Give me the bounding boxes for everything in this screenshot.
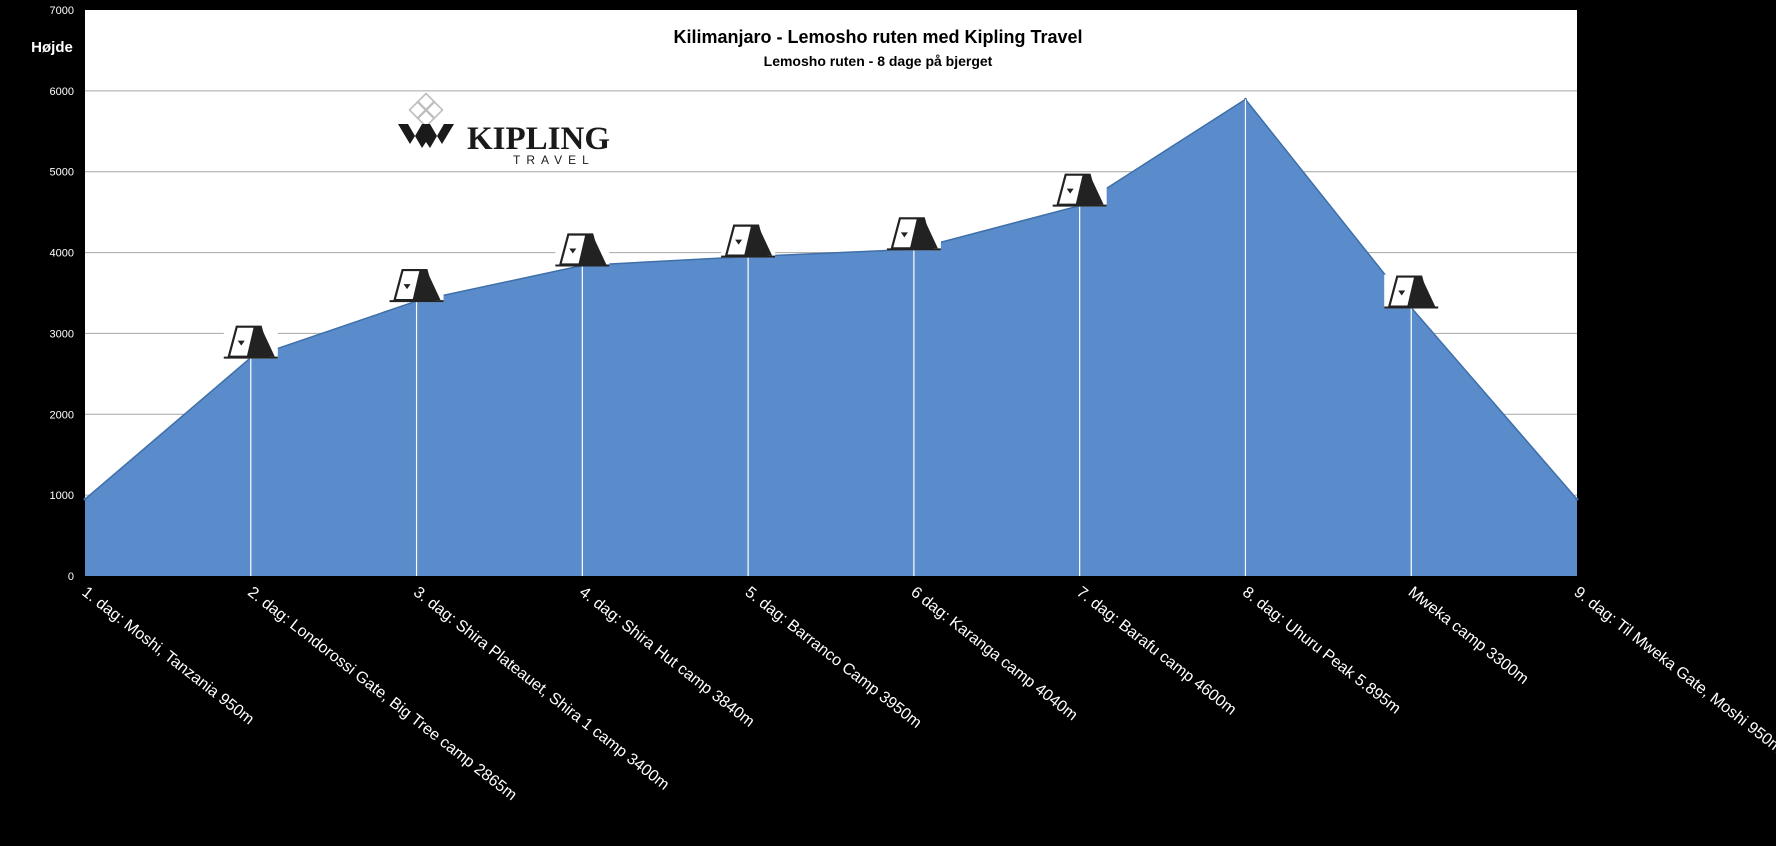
y-tick-label: 7000 (50, 5, 74, 17)
x-category-label: 3. dag: Shira Plateauet, Shira 1 camp 34… (410, 584, 672, 794)
tent-icon (1052, 172, 1107, 207)
x-category-label: 1. dag: Moshi, Tanzania 950m (79, 584, 257, 729)
tent-icon-door (246, 326, 275, 357)
tent-icon (1384, 274, 1439, 309)
y-tick-label: 6000 (50, 86, 74, 98)
tent-icon-door (578, 234, 607, 265)
tent-icon-emblem (403, 284, 411, 290)
tent-icon-emblem (900, 232, 908, 238)
tent-icon (389, 268, 444, 303)
tent-icon-emblem (735, 239, 743, 245)
logo-wordmark: KIPLING (467, 121, 610, 157)
logo-tagline: TRAVEL (513, 153, 595, 167)
y-tick-label: 4000 (50, 248, 74, 260)
kipling-knot-logo-icon (398, 92, 454, 148)
x-category-label: 6 dag: Karanga camp 4040m (907, 584, 1080, 724)
y-tick-label: 3000 (50, 328, 74, 340)
y-tick-label: 1000 (50, 490, 74, 502)
tent-icon (721, 223, 776, 258)
elevation-series-line (84, 98, 1578, 500)
x-category-label: 2. dag: Londorossi Gate, Big Tree camp 2… (244, 584, 519, 804)
y-axis-ticks: 0 1000 2000 3000 4000 5000 6000 7000 (50, 5, 74, 583)
tent-icon-emblem (1066, 188, 1074, 194)
x-category-label: Mweka camp 3300m (1405, 584, 1532, 688)
x-category-label: 7. dag: Barafu camp 4600m (1073, 584, 1239, 719)
elevation-series-area (85, 99, 1577, 577)
tent-icon-door (909, 218, 938, 249)
chart-title: Kilimanjaro - Lemosho ruten med Kipling … (673, 27, 1082, 47)
y-tick-label: 0 (68, 571, 74, 583)
camp-markers (223, 172, 1439, 359)
x-category-label: 9. dag: Til Mweka Gate, Moshi 950m (1571, 584, 1776, 757)
y-tick-label: 5000 (50, 167, 74, 179)
tent-icon-emblem (1398, 290, 1406, 296)
data-point (83, 497, 87, 501)
tent-icon (555, 232, 610, 267)
x-category-label: 4. dag: Shira Hut camp 3840m (576, 584, 757, 731)
x-category-label: 8. dag: Uhuru Peak 5.895m (1239, 584, 1404, 718)
tent-icon-door (412, 270, 441, 301)
tent-icon-door (1407, 276, 1436, 307)
tent-icon-door (744, 225, 773, 256)
y-tick-label: 2000 (50, 409, 74, 421)
data-point (1575, 497, 1579, 501)
tent-icon-door (1075, 174, 1104, 205)
day-divider-lines (250, 99, 1412, 576)
tent-icon (886, 216, 941, 251)
kipling-logo: KIPLING TRAVEL (398, 92, 610, 167)
tent-icon-emblem (237, 340, 245, 346)
y-axis-label: Højde (31, 39, 73, 56)
chart-subtitle: Lemosho ruten - 8 dage på bjerget (764, 53, 993, 69)
x-category-label: 5. dag: Barranco Camp 3950m (742, 584, 925, 732)
tent-icon (223, 324, 278, 359)
tent-icon-emblem (569, 248, 577, 254)
